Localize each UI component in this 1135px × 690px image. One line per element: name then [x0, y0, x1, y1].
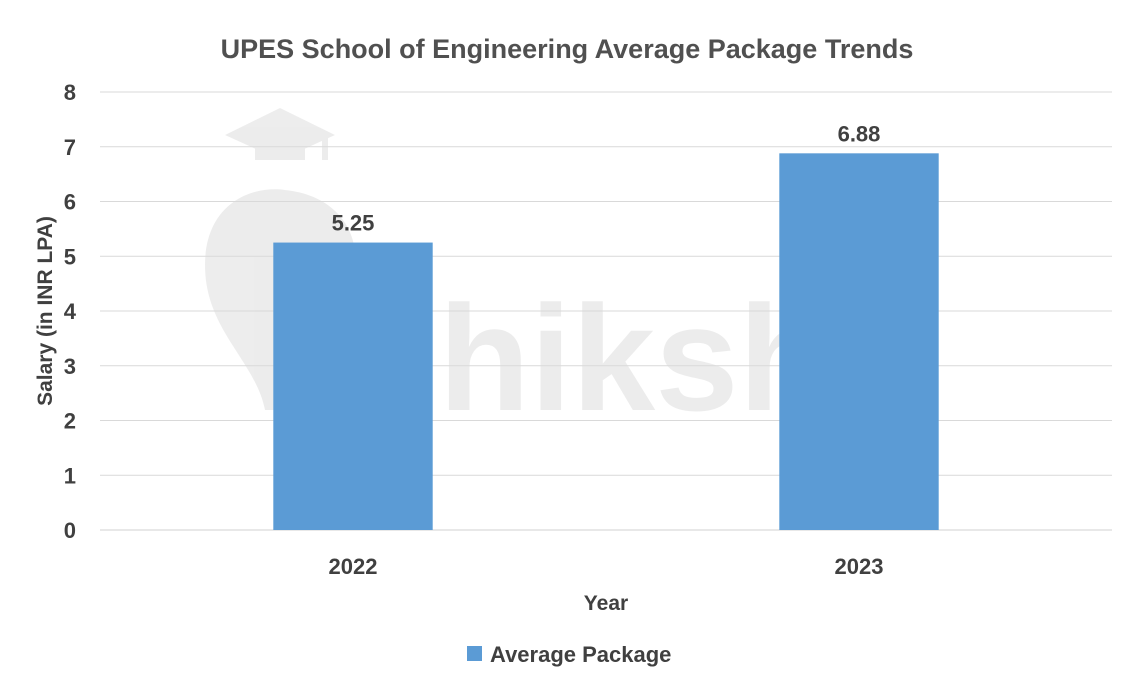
y-tick-label: 5: [64, 244, 76, 269]
y-tick-label: 7: [64, 135, 76, 160]
bars: [273, 153, 939, 530]
data-labels: 5.25 6.88: [332, 121, 881, 235]
y-tick-label: 4: [64, 299, 77, 324]
y-tick-label: 2: [64, 409, 76, 434]
legend-label: Average Package: [490, 642, 671, 667]
y-axis-label: Salary (in INR LPA): [34, 216, 57, 406]
bar: [273, 242, 433, 530]
x-tick-label: 2023: [835, 554, 884, 579]
y-tick-label: 3: [64, 354, 76, 379]
data-label: 5.25: [332, 211, 375, 236]
x-tick-label: 2022: [329, 554, 378, 579]
x-axis-ticks: 2022 2023: [329, 554, 884, 579]
bar: [779, 153, 939, 530]
chart-title: UPES School of Engineering Average Packa…: [221, 34, 914, 64]
y-tick-label: 8: [64, 80, 76, 105]
legend-swatch: [467, 646, 482, 661]
y-axis-ticks: 0 1 2 3 4 5 6 7 8: [64, 80, 77, 543]
y-tick-label: 6: [64, 190, 76, 215]
data-label: 6.88: [838, 121, 881, 146]
x-axis-label: Year: [584, 592, 628, 615]
y-tick-label: 0: [64, 518, 76, 543]
gridlines: [100, 91, 1112, 531]
y-tick-label: 1: [64, 463, 76, 488]
legend: Average Package: [467, 642, 671, 667]
